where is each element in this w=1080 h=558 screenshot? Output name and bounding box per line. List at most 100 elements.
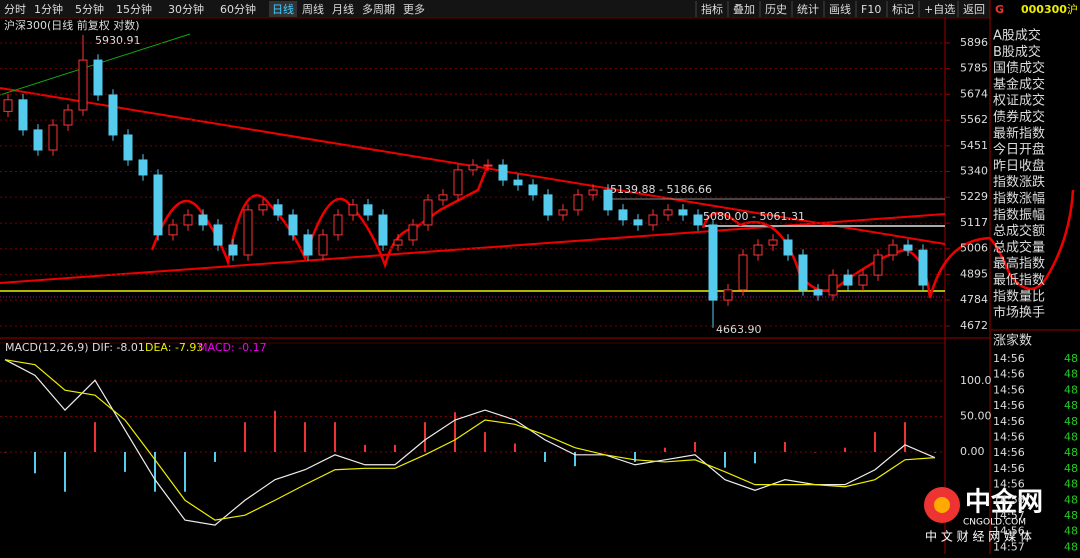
- action-button[interactable]: 指标: [701, 2, 723, 16]
- period-tab[interactable]: 分时: [4, 3, 26, 16]
- candle-body: [213, 224, 223, 246]
- candle-body: [753, 244, 763, 256]
- candle-body: [78, 59, 88, 111]
- period-tab[interactable]: 多周期: [362, 2, 395, 16]
- action-button[interactable]: 叠加: [733, 3, 755, 16]
- time: 14:56: [993, 478, 1025, 491]
- candle-body: [483, 164, 493, 167]
- logo-site: CNGOLD.COM: [963, 518, 1026, 528]
- candle-body: [48, 124, 58, 151]
- y-tick-label: 5674: [960, 87, 988, 100]
- candle-body: [678, 209, 688, 216]
- candle-body: [153, 174, 163, 236]
- macd-bar: [64, 451, 66, 492]
- side-item: 最高指数: [993, 256, 1045, 272]
- time: 14:56: [993, 415, 1025, 428]
- side-item: B股成交: [993, 44, 1041, 60]
- macd-bar: [34, 451, 36, 474]
- candle-body: [513, 179, 523, 186]
- side-item: A股成交: [993, 28, 1041, 44]
- macd-bar: [214, 451, 216, 462]
- count: 48: [1064, 540, 1078, 553]
- action-button[interactable]: +自选: [924, 3, 955, 16]
- candle-body: [558, 209, 568, 216]
- period-tab[interactable]: 更多: [403, 2, 425, 16]
- candle-body: [18, 99, 28, 131]
- tab-active: [269, 1, 297, 17]
- side-header: 涨家数: [993, 333, 1032, 349]
- logo-icon: [934, 497, 950, 513]
- candle-body: [408, 224, 418, 241]
- candle-body: [528, 184, 538, 196]
- candle-body: [258, 204, 268, 211]
- macd-bar: [454, 412, 456, 452]
- dif-line: [4, 359, 936, 526]
- period-tab[interactable]: 周线: [302, 2, 324, 16]
- candle-body: [663, 209, 673, 216]
- macd-bar: [664, 447, 666, 452]
- count: 48: [1064, 415, 1078, 428]
- macd-bar: [424, 422, 426, 452]
- time: 14:56: [993, 383, 1025, 396]
- y-tick-label: 5785: [960, 62, 988, 75]
- action-button[interactable]: 画线: [829, 2, 851, 16]
- candle-body: [168, 224, 178, 236]
- candle-body: [318, 234, 328, 256]
- time: 14:56: [993, 352, 1025, 365]
- macd-value-label: MACD: -0.17: [198, 341, 267, 354]
- period-tab[interactable]: 30分钟: [168, 2, 204, 16]
- count: 48: [1064, 525, 1078, 538]
- candle-body: [123, 134, 133, 161]
- action-button[interactable]: 标记: [892, 2, 914, 16]
- macd-bar: [844, 447, 846, 452]
- candle-body: [888, 244, 898, 256]
- action-button[interactable]: 返回: [963, 3, 985, 16]
- macd-bar: [484, 432, 486, 452]
- period-tab[interactable]: 15分钟: [116, 2, 152, 16]
- action-button[interactable]: 历史: [765, 3, 787, 16]
- y-tick-label: 5229: [960, 190, 988, 203]
- period-tab[interactable]: 日线: [272, 2, 294, 16]
- side-item: 总成交额: [993, 223, 1045, 239]
- dea-line: [4, 359, 936, 521]
- logo-name: 中金网: [965, 487, 1043, 518]
- period-tab[interactable]: 5分钟: [75, 2, 104, 16]
- logo-slogan: 中 文 财 经 网 媒 体: [925, 529, 1032, 544]
- annotation: 5139.88 - 5186.66: [610, 183, 712, 196]
- macd-bar: [124, 451, 126, 472]
- candle-body: [603, 189, 613, 211]
- period-tab[interactable]: 1分钟: [34, 2, 63, 16]
- y-tick-label: 5117: [960, 216, 988, 229]
- candle-body: [708, 224, 718, 301]
- side-item: 市场换手: [993, 305, 1045, 321]
- candle-body: [813, 289, 823, 296]
- chart-title: 沪深300(日线 前复权 对数): [4, 18, 140, 32]
- period-tab[interactable]: 月线: [332, 2, 354, 16]
- candle-body: [243, 209, 253, 256]
- action-button[interactable]: 统计: [797, 3, 819, 16]
- macd-bar: [574, 451, 576, 467]
- candle-body: [828, 274, 838, 296]
- y-tick-label: 100.0: [960, 374, 992, 387]
- candle-body: [693, 214, 703, 226]
- side-item: 最低指数: [993, 273, 1045, 288]
- candle-body: [198, 214, 208, 226]
- candle-body: [903, 244, 913, 251]
- action-button[interactable]: F10: [861, 3, 881, 16]
- annotation: 5930.91: [95, 34, 141, 47]
- candle-body: [33, 129, 43, 151]
- macd-bar: [394, 444, 396, 452]
- macd-bar: [94, 422, 96, 452]
- side-item: 基金成交: [993, 76, 1045, 92]
- y-tick-label: 5562: [960, 113, 988, 126]
- candle-body: [3, 99, 13, 112]
- annotation: 5080.00 - 5061.31: [703, 210, 805, 223]
- period-tab[interactable]: 60分钟: [220, 2, 256, 16]
- side-item: 指数振幅: [993, 208, 1045, 223]
- y-tick-label: 5006: [960, 242, 988, 255]
- candle-body: [573, 194, 583, 211]
- candle-body: [228, 244, 238, 256]
- macd-bar: [304, 422, 306, 452]
- quote-flag: G: [995, 3, 1004, 16]
